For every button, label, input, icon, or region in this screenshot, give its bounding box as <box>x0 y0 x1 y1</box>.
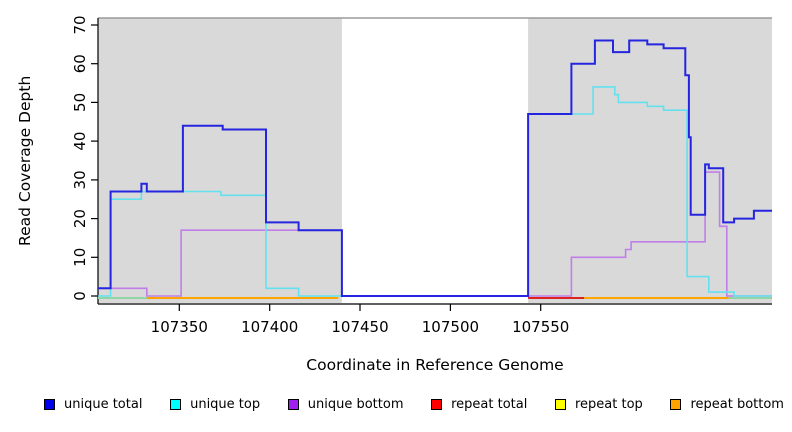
legend-swatch-repeat-total <box>431 399 443 410</box>
legend-label-repeat-bottom: repeat bottom <box>690 397 784 412</box>
svg-text:20: 20 <box>71 209 89 228</box>
svg-text:30: 30 <box>71 170 89 189</box>
legend-item-repeat-bottom: repeat bottom <box>670 397 784 412</box>
svg-text:107350: 107350 <box>151 318 208 336</box>
legend-item-unique-total: unique total <box>44 397 142 412</box>
x-axis-title: Coordinate in Reference Genome <box>306 356 564 374</box>
legend-swatch-unique-bottom <box>287 399 299 410</box>
svg-text:107450: 107450 <box>331 318 388 336</box>
svg-text:0: 0 <box>71 291 89 301</box>
legend-item-repeat-total: repeat total <box>431 397 527 412</box>
masked-region <box>528 18 772 303</box>
y-axis-title: Read Coverage Depth <box>16 75 34 247</box>
legend-label-unique-top: unique top <box>190 397 261 412</box>
svg-text:60: 60 <box>71 54 89 73</box>
legend-item-repeat-top: repeat top <box>555 397 643 412</box>
svg-text:50: 50 <box>71 93 89 112</box>
legend-label-unique-total: unique total <box>64 397 143 412</box>
legend-item-unique-bottom: unique bottom <box>287 397 404 412</box>
legend-item-unique-top: unique top <box>170 397 260 412</box>
svg-text:107550: 107550 <box>512 318 569 336</box>
legend-label-unique-bottom: unique bottom <box>307 397 404 412</box>
svg-text:10: 10 <box>71 248 89 267</box>
svg-text:40: 40 <box>71 132 89 151</box>
legend: unique total unique top unique bottom repea… <box>44 397 784 412</box>
svg-text:107500: 107500 <box>422 318 479 336</box>
series-unique-bottom <box>98 171 772 297</box>
masked-region <box>98 18 342 303</box>
legend-swatch-repeat-top <box>555 399 566 410</box>
legend-label-repeat-top: repeat top <box>575 397 643 412</box>
series-unique-top <box>98 86 772 297</box>
svg-text:107400: 107400 <box>241 318 298 336</box>
series-unique-total <box>98 39 772 297</box>
legend-swatch-repeat-bottom <box>670 399 682 410</box>
legend-label-repeat-total: repeat total <box>451 397 528 412</box>
legend-swatch-unique-total <box>44 399 55 410</box>
legend-swatch-unique-top <box>170 399 182 410</box>
svg-text:70: 70 <box>71 15 89 34</box>
